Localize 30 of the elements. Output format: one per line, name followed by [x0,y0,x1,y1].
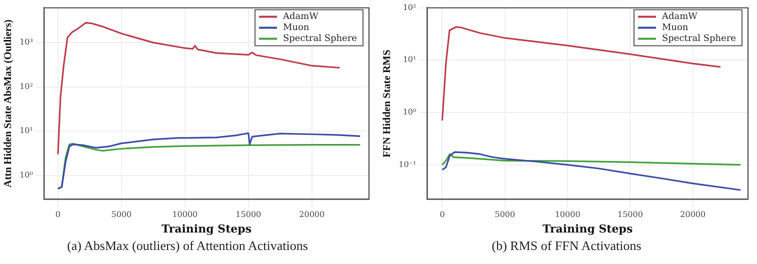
legend-label: Muon [662,23,688,34]
y-tick-label: 10⁻¹ [398,160,416,169]
x-tick-label: 10000 [554,210,580,220]
x-tick-label: 5000 [111,210,132,220]
y-tick-label: 10² [402,2,416,12]
y-tick-label: 10¹ [402,55,416,64]
text: (b) RMS of FFN Activations [490,238,642,254]
x-tick-label: 0 [440,210,445,220]
x-tick-label: 20000 [299,210,325,220]
x-axis-title: Training Steps [161,222,252,236]
x-tick-label: 20000 [680,210,706,220]
y-tick-label: 10³ [20,38,33,47]
y-tick-label: 10⁰ [20,170,33,180]
y-tick-label: 10⁰ [402,108,416,117]
y-axis-title: FFN Hidden State RMS [382,50,394,158]
x-tick-label: 5000 [494,210,516,220]
y-tick-label: 10² [20,82,33,91]
y-tick-label: 10¹ [20,126,33,136]
legend-label: Muon [283,23,310,34]
x-tick-label: 10000 [172,210,198,220]
legend-label: AdamW [661,12,698,22]
legend-label: Spectral Sphere [662,34,736,44]
x-axis-title: Training Steps [542,222,633,236]
y-axis-title: Attn Hidden State AbsMax (Outliers) [3,18,14,188]
legend-label: Spectral Sphere [283,34,358,44]
x-tick-label: 15000 [617,210,643,220]
text: (a) AbsMax (outliers) of Attention Activations [66,238,309,254]
x-tick-label: 15000 [236,210,262,220]
legend-label: AdamW [282,12,320,22]
x-tick-label: 0 [55,210,60,220]
